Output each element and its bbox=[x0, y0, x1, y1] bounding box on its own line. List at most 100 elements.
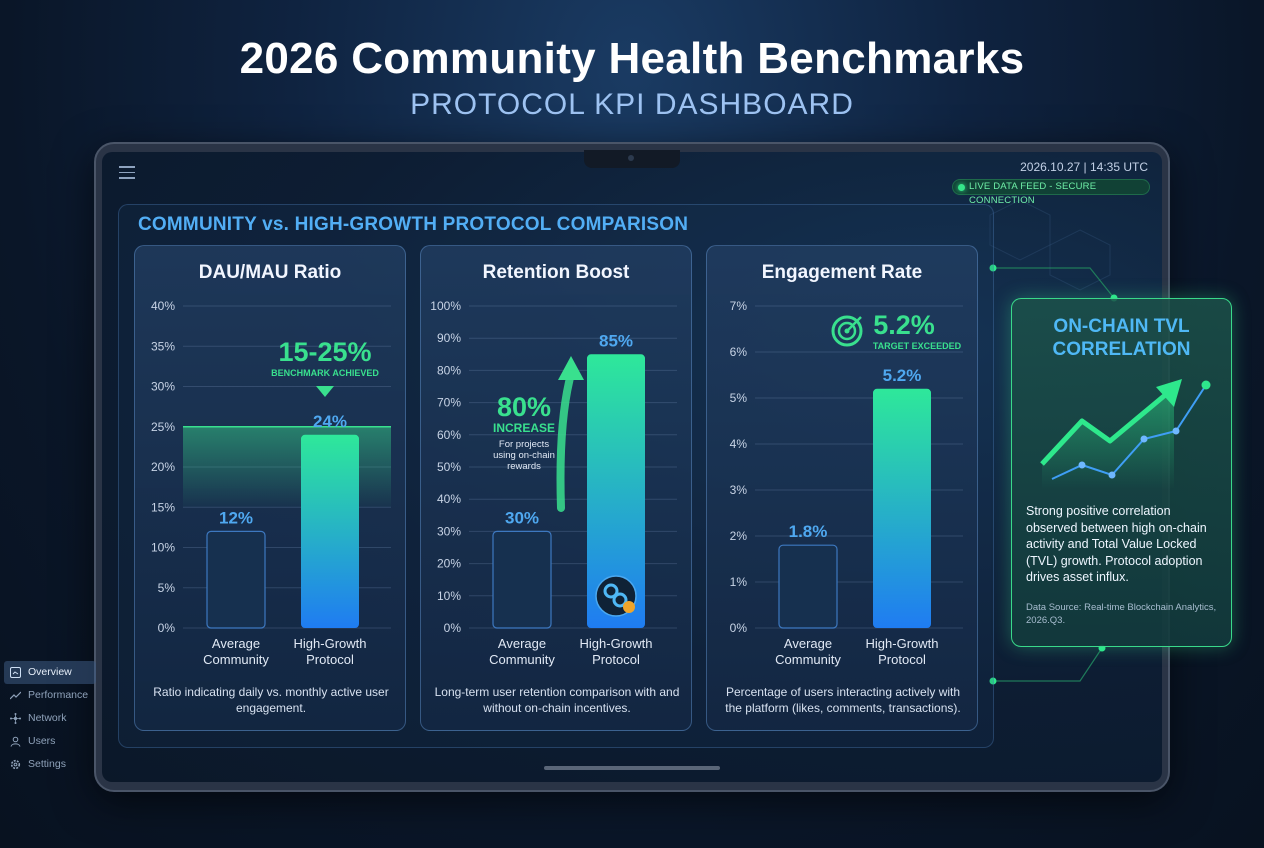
target-arrow bbox=[847, 316, 862, 331]
x-tick-label: Community bbox=[203, 652, 269, 667]
bar-value-label: 85% bbox=[599, 331, 633, 350]
y-tick-label: 30% bbox=[437, 524, 461, 538]
callout-note: using on-chain bbox=[493, 450, 555, 461]
sidebar-nav: Overview Performance Network Users Setti… bbox=[4, 661, 96, 776]
chain-link-loop bbox=[603, 583, 619, 599]
bar-value-label: 30% bbox=[505, 508, 539, 527]
x-tick-label: Average bbox=[212, 636, 260, 651]
chart-description: Ratio indicating daily vs. monthly activ… bbox=[153, 685, 389, 715]
y-tick-label: 10% bbox=[437, 589, 461, 603]
benchmark-band bbox=[183, 426, 391, 508]
y-tick-label: 5% bbox=[158, 581, 176, 595]
x-tick-label: Community bbox=[489, 652, 555, 667]
y-tick-label: 70% bbox=[437, 396, 461, 410]
retention-chart: 0% 10% 20% 30% 40% 50% 60% 70% 80% 90% 100% 30% Aver… bbox=[430, 299, 677, 667]
y-tick-label: 20% bbox=[151, 460, 175, 474]
y-tick-label: 4% bbox=[730, 437, 748, 451]
performance-icon bbox=[10, 691, 21, 700]
y-tick-label: 100% bbox=[430, 299, 461, 313]
y-tick-label: 60% bbox=[437, 428, 461, 442]
y-tick-label: 0% bbox=[158, 621, 176, 635]
bar-high-growth-protocol bbox=[587, 354, 645, 628]
section-title: COMMUNITY vs. HIGH-GROWTH PROTOCOL COMPA… bbox=[138, 214, 689, 235]
y-tick-label: 80% bbox=[437, 363, 461, 377]
nav-item-performance[interactable]: Performance bbox=[4, 684, 96, 707]
y-tick-label: 40% bbox=[151, 299, 175, 313]
down-arrow-icon bbox=[316, 386, 334, 397]
callout-note: rewards bbox=[507, 461, 541, 472]
y-tick-label: 20% bbox=[437, 557, 461, 571]
chart-title: DAU/MAU Ratio bbox=[198, 262, 342, 283]
y-tick-label: 7% bbox=[730, 299, 748, 313]
live-feed-badge: LIVE DATA FEED - SECURE CONNECTION bbox=[952, 179, 1150, 206]
camera-icon bbox=[628, 155, 634, 161]
bar-high-growth-protocol bbox=[873, 388, 931, 628]
y-tick-label: 15% bbox=[151, 500, 175, 514]
timestamp: 2026.10.27 | 14:35 UTC bbox=[1020, 160, 1148, 174]
nav-label: Overview bbox=[28, 666, 72, 678]
chart-description: Percentage of users interacting actively… bbox=[725, 685, 961, 715]
coin-icon bbox=[623, 601, 635, 613]
network-icon bbox=[10, 713, 21, 724]
nav-item-users[interactable]: Users bbox=[4, 730, 96, 753]
nav-item-network[interactable]: Network bbox=[4, 707, 96, 730]
tvl-correlation-card: ON-CHAIN TVL CORRELATION Strong positive… bbox=[1011, 298, 1232, 647]
tvl-description: Strong positive correlation observed bet… bbox=[1026, 504, 1207, 584]
nav-item-settings[interactable]: Settings bbox=[4, 753, 96, 776]
growth-trend-icon bbox=[1040, 379, 1211, 489]
growth-arrow-icon bbox=[556, 370, 575, 512]
tvl-title: ON-CHAIN TVL CORRELATION bbox=[1052, 316, 1191, 360]
y-tick-label: 6% bbox=[730, 345, 748, 359]
overview-icon bbox=[10, 667, 21, 678]
bar-average-community bbox=[206, 530, 266, 629]
x-tick-label: Average bbox=[498, 636, 546, 651]
nav-item-overview[interactable]: Overview bbox=[4, 661, 96, 684]
chart-title: Engagement Rate bbox=[761, 262, 923, 283]
bar-value-label: 24% bbox=[313, 412, 347, 431]
chart-title: Retention Boost bbox=[482, 262, 630, 283]
arrow-head-icon bbox=[558, 356, 584, 380]
x-tick-label: Average bbox=[784, 636, 832, 651]
chart-card-engagement: Engagement Rate 0% 1% 2% 3% 4% 5% 6% 7% 1.8% Aver… bbox=[706, 245, 978, 731]
x-tick-label: Protocol bbox=[592, 652, 640, 667]
users-icon bbox=[10, 736, 21, 747]
y-tick-label: 1% bbox=[730, 575, 748, 589]
nav-label: Performance bbox=[28, 689, 89, 701]
x-tick-label: High-Growth bbox=[866, 636, 939, 651]
dau-mau-chart: 0% 5% 10% 15% 20% 25% 30% 35% 40% 12% AverageCommu… bbox=[151, 299, 391, 667]
x-tick-label: Protocol bbox=[306, 652, 354, 667]
callout-label: BENCHMARK ACHIEVED bbox=[271, 368, 379, 378]
nav-label: Network bbox=[28, 712, 67, 724]
y-tick-label: 30% bbox=[151, 380, 175, 394]
home-indicator[interactable] bbox=[544, 766, 720, 770]
hamburger-menu-icon[interactable] bbox=[119, 166, 135, 180]
bar-high-growth-protocol bbox=[301, 434, 359, 628]
callout-label: TARGET EXCEEDED bbox=[873, 341, 962, 351]
x-tick-label: Community bbox=[775, 652, 841, 667]
live-feed-label: LIVE DATA FEED - SECURE CONNECTION bbox=[969, 181, 1097, 206]
x-tick-label: Protocol bbox=[878, 652, 926, 667]
callout-label: INCREASE bbox=[493, 421, 555, 435]
callout-value: 15-25% bbox=[278, 337, 371, 367]
y-tick-label: 25% bbox=[151, 420, 175, 434]
target-icon bbox=[831, 315, 863, 347]
chart-card-retention: Retention Boost 0% 10% 20% 30% 40% 50% 60% 70% 8… bbox=[420, 245, 692, 731]
data-source-note: Data Source: Real-time Blockchain Analyt… bbox=[1026, 602, 1217, 626]
nav-label: Settings bbox=[28, 758, 66, 770]
chain-link-loop bbox=[612, 592, 628, 608]
camera-notch bbox=[584, 150, 680, 168]
y-tick-label: 3% bbox=[730, 483, 748, 497]
callout-value: 80% bbox=[497, 392, 551, 422]
bar-value-label: 12% bbox=[219, 508, 253, 527]
callout-value: 5.2% bbox=[873, 310, 935, 340]
y-tick-label: 5% bbox=[730, 391, 748, 405]
page-title: 2026 Community Health Benchmarks bbox=[239, 34, 1025, 83]
settings-icon bbox=[10, 759, 21, 770]
y-tick-label: 90% bbox=[437, 331, 461, 345]
y-tick-label: 2% bbox=[730, 529, 748, 543]
y-tick-label: 50% bbox=[437, 460, 461, 474]
page-subtitle: PROTOCOL KPI DASHBOARD bbox=[410, 88, 854, 121]
callout-note: For projects bbox=[499, 439, 549, 450]
nav-label: Users bbox=[28, 735, 56, 747]
y-tick-label: 0% bbox=[730, 621, 748, 635]
